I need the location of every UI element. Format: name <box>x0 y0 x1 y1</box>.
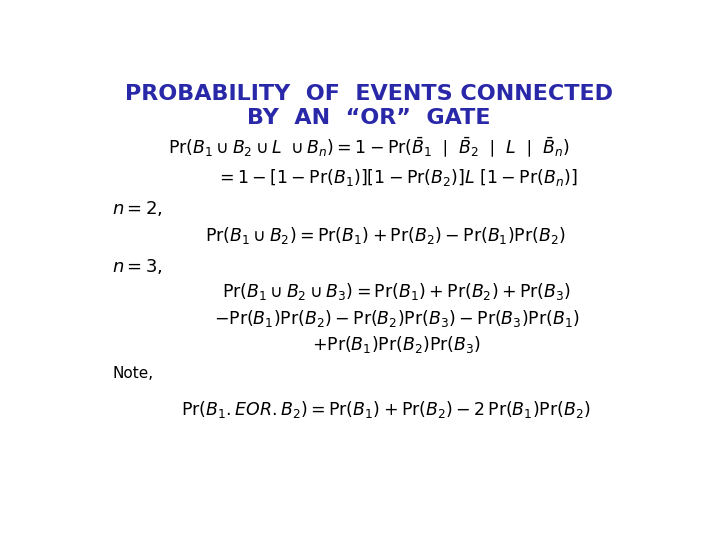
Text: Note,: Note, <box>112 366 153 381</box>
Text: PROBABILITY  OF  EVENTS CONNECTED: PROBABILITY OF EVENTS CONNECTED <box>125 84 613 104</box>
Text: $n = 3,$: $n = 3,$ <box>112 257 163 276</box>
Text: $\Pr(B_1 \cup B_2) = \Pr(B_1) + \Pr(B_2) - \Pr(B_1)\Pr(B_2)$: $\Pr(B_1 \cup B_2) = \Pr(B_1) + \Pr(B_2)… <box>205 225 566 246</box>
Text: $+ \Pr(B_1)\Pr(B_2)\Pr(B_3)$: $+ \Pr(B_1)\Pr(B_2)\Pr(B_3)$ <box>312 334 482 355</box>
Text: BY  AN  “OR”  GATE: BY AN “OR” GATE <box>247 109 491 129</box>
Text: $\Pr(B_1 \cup B_2 \cup L\ \cup B_n) = 1 - \Pr(\bar{B}_1\ \mid\ \bar{B}_2\ \mid\ : $\Pr(B_1 \cup B_2 \cup L\ \cup B_n) = 1 … <box>168 136 570 160</box>
Text: $\Pr(B_1.EOR.B_2) = \Pr(B_1) + \Pr(B_2) - 2\,\Pr(B_1)\Pr(B_2)$: $\Pr(B_1.EOR.B_2) = \Pr(B_1) + \Pr(B_2) … <box>181 400 590 421</box>
Text: $\Pr(B_1 \cup B_2 \cup B_3) = \Pr(B_1) + \Pr(B_2) + \Pr(B_3)$: $\Pr(B_1 \cup B_2 \cup B_3) = \Pr(B_1) +… <box>222 281 572 302</box>
Text: $= 1 - [1 - \Pr(B_1)][1 - \Pr(B_2)]L\ [1 - \Pr(B_n)]$: $= 1 - [1 - \Pr(B_1)][1 - \Pr(B_2)]L\ [1… <box>216 166 577 187</box>
Text: $- \Pr(B_1)\Pr(B_2) - \Pr(B_2)\Pr(B_3) - \Pr(B_3)\Pr(B_1)$: $- \Pr(B_1)\Pr(B_2) - \Pr(B_2)\Pr(B_3) -… <box>214 308 580 329</box>
Text: $n = 2,$: $n = 2,$ <box>112 199 163 218</box>
